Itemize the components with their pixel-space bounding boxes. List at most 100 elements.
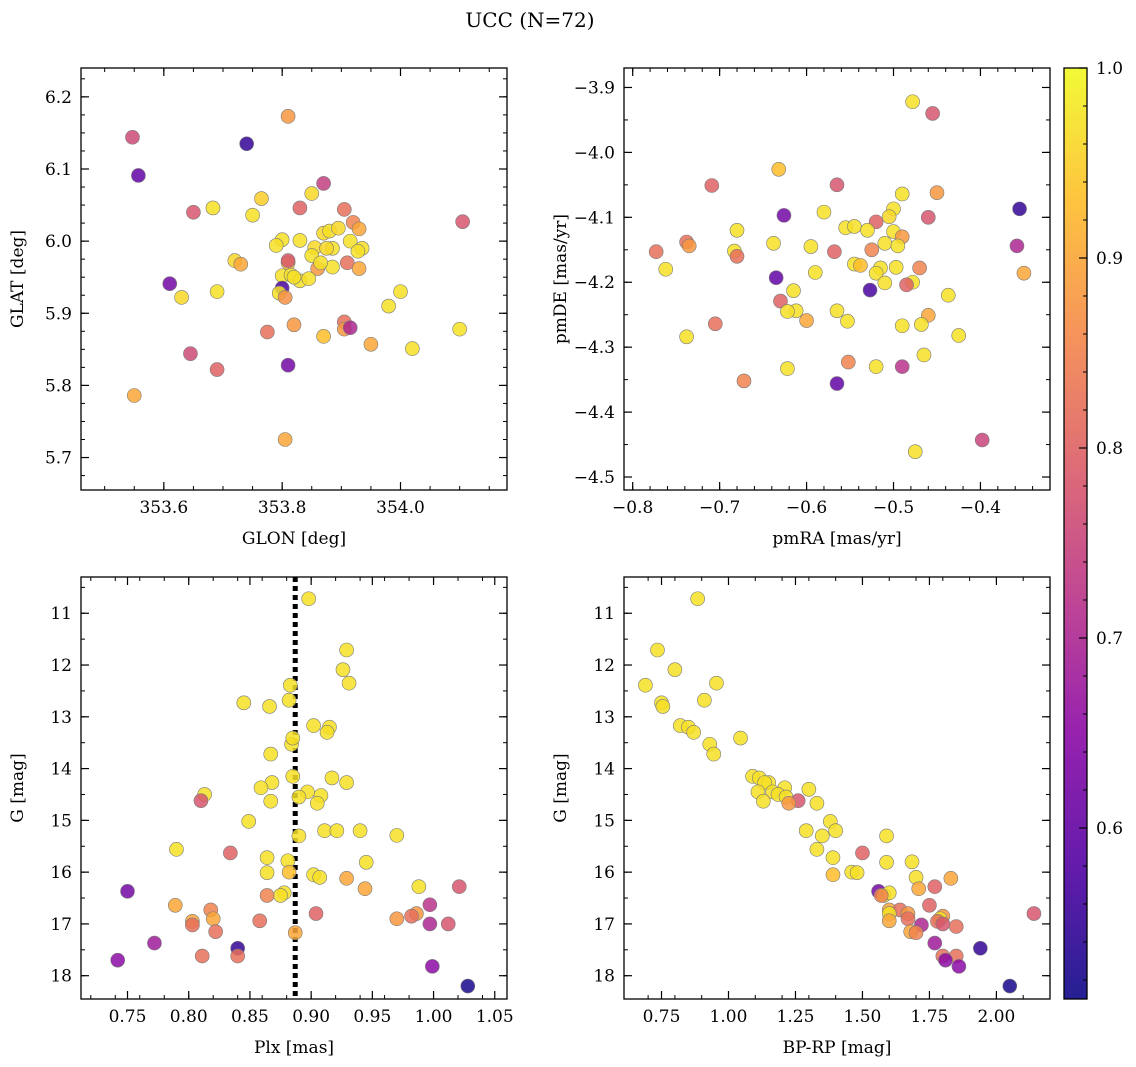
scatter-point xyxy=(920,210,936,225)
scatter-point xyxy=(855,845,870,861)
scatter-point xyxy=(273,888,288,903)
axes-frame xyxy=(623,576,1051,1000)
data-points xyxy=(125,109,470,447)
scatter-point xyxy=(301,591,316,607)
scatter-point xyxy=(205,200,221,216)
scatter-point xyxy=(773,293,788,309)
scatter-point xyxy=(316,329,331,344)
y-tick-label: 14 xyxy=(593,760,615,780)
scatter-point xyxy=(319,241,334,256)
scatter-point xyxy=(690,591,705,607)
scatter-point xyxy=(120,883,135,899)
scatter-point xyxy=(814,828,830,844)
scatter-point xyxy=(194,948,210,964)
x-tick-label: 2.00 xyxy=(977,1007,1015,1027)
scatter-point xyxy=(704,178,720,193)
scatter-point xyxy=(259,865,275,880)
x-axis-label: BP-RP [mag] xyxy=(783,1038,892,1058)
scatter-point xyxy=(809,842,825,857)
scatter-point xyxy=(312,870,328,885)
y-tick-label: 12 xyxy=(50,656,72,676)
scatter-point xyxy=(352,823,368,839)
y-tick-label: −4.0 xyxy=(574,143,615,163)
scatter-point xyxy=(126,388,142,403)
y-axis-label: G [mag] xyxy=(8,753,28,822)
scatter-point xyxy=(357,881,373,897)
scatter-point xyxy=(208,924,223,939)
scatter-point xyxy=(292,233,308,248)
scatter-point xyxy=(336,202,352,217)
scatter-point xyxy=(736,373,752,389)
scatter-point xyxy=(358,855,374,870)
scatter-point xyxy=(841,354,856,370)
scatter-point xyxy=(868,265,884,281)
scatter-point xyxy=(907,444,923,459)
scatter-point xyxy=(894,359,910,374)
scatter-point xyxy=(342,320,358,335)
scatter-point xyxy=(914,317,929,332)
x-tick-label: −0.7 xyxy=(699,498,740,518)
scatter-point xyxy=(309,795,325,811)
scatter-point xyxy=(351,221,367,237)
scatter-point xyxy=(766,235,781,251)
scatter-point xyxy=(147,935,162,951)
scatter-point xyxy=(709,675,724,691)
scatter-point xyxy=(860,223,875,238)
scatter-point xyxy=(799,313,814,328)
scatter-point xyxy=(440,916,456,932)
scatter-point xyxy=(281,864,297,880)
x-tick-label: 1.75 xyxy=(911,1007,949,1027)
scatter-point xyxy=(927,935,943,951)
scatter-point xyxy=(285,769,301,784)
scatter-point xyxy=(900,911,916,927)
scatter-point xyxy=(233,256,249,272)
scatter-point xyxy=(245,207,260,223)
x-axis-label: GLON [deg] xyxy=(242,529,346,549)
x-tick-label: 0.85 xyxy=(231,1007,269,1027)
scatter-point xyxy=(877,275,893,291)
x-tick-label: 1.25 xyxy=(777,1007,815,1027)
scatter-point xyxy=(973,940,988,956)
scatter-point xyxy=(351,261,367,276)
scatter-point xyxy=(209,284,225,299)
scatter-point xyxy=(252,913,268,929)
y-tick-label: 15 xyxy=(50,811,72,831)
y-tick-label: 15 xyxy=(593,811,615,831)
scatter-point xyxy=(169,842,184,857)
scatter-point xyxy=(411,879,427,894)
y-tick-label: −4.1 xyxy=(574,208,615,228)
scatter-point xyxy=(911,881,927,897)
scatter-point xyxy=(125,129,140,145)
scatter-point xyxy=(280,253,296,268)
scatter-point xyxy=(306,718,321,733)
x-axis-label: Plx [mas] xyxy=(254,1038,334,1058)
scatter-point xyxy=(110,952,126,968)
minor-ticks xyxy=(624,577,1051,999)
y-tick-label: 6.2 xyxy=(45,88,72,108)
scatter-point xyxy=(263,746,279,762)
scatter-point xyxy=(131,168,146,183)
scatter-point xyxy=(655,699,671,714)
scatter-point xyxy=(881,209,897,224)
scatter-point xyxy=(1012,201,1027,217)
scatter-point xyxy=(771,161,787,177)
x-tick-label: 354.0 xyxy=(376,498,425,518)
scatter-point xyxy=(185,917,200,933)
scatter-point xyxy=(756,793,771,809)
panel-bottom-left: 0.75 0.80 0.85 0.90 0.95 1.00 1.05 11 12 13 14 15 16… xyxy=(8,576,514,1058)
scatter-point xyxy=(268,238,284,253)
scatter-point xyxy=(291,828,307,844)
scatter-point xyxy=(342,233,358,249)
scatter-point xyxy=(825,850,841,865)
scatter-point xyxy=(316,176,331,191)
colorbar-gradient xyxy=(1063,67,1088,1000)
x-tick-label: 0.75 xyxy=(109,1007,147,1027)
scatter-point xyxy=(239,136,254,152)
scatter-point xyxy=(1016,265,1032,281)
scatter-point xyxy=(873,888,889,903)
scatter-point xyxy=(287,925,303,941)
scatter-point xyxy=(658,261,674,277)
scatter-point xyxy=(451,879,467,894)
y-tick-label: −4.3 xyxy=(574,338,615,358)
scatter-point xyxy=(262,699,277,714)
